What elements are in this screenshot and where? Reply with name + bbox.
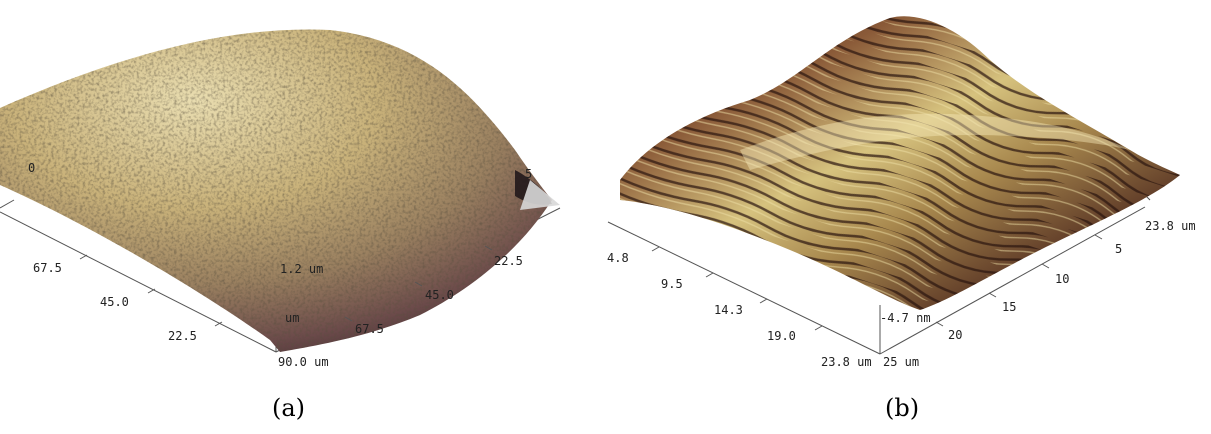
z-axis-tick: 1.2 um <box>280 262 323 276</box>
caption-a: (a) <box>272 394 306 422</box>
axis-tick: 22.5 <box>494 254 523 268</box>
afm-image-b: 4.8 9.5 14.3 19.0 23.8 um 5 10 15 20 25 … <box>590 0 1211 434</box>
axis-tick: 19.0 <box>767 329 796 343</box>
axis-tick: 22.5 <box>168 329 197 343</box>
axis-tick: 5 <box>1115 242 1122 256</box>
axis-tick: 23.8 um <box>1145 219 1196 233</box>
axis-tick-partial: 0 <box>28 161 35 175</box>
axis-tick: 15 <box>1002 300 1016 314</box>
axis-tick: 23.8 um <box>821 355 872 369</box>
caption-b: (b) <box>885 394 920 422</box>
axis-tick: 45.0 <box>100 295 129 309</box>
afm-surface-b: 4.8 9.5 14.3 19.0 23.8 um 5 10 15 20 25 … <box>607 16 1196 369</box>
axis-tick: 10 <box>1055 272 1069 286</box>
z-axis-tick: -4.7 nm <box>880 311 931 325</box>
axis-tick: 67.5 <box>33 261 62 275</box>
z-axis-tick: um <box>285 311 299 325</box>
axis-tick: 20 <box>948 328 962 342</box>
axis-tick: 90.0 um <box>278 355 329 369</box>
axis-tick-partial: 5 <box>525 167 532 181</box>
afm-image-a: 67.5 45.0 22.5 22.5 45.0 67.5 90.0 um 1.… <box>0 0 580 434</box>
axis-tick: 4.8 <box>607 251 629 265</box>
axis-tick: 45.0 <box>425 288 454 302</box>
axis-tick: 25 um <box>883 355 919 369</box>
axis-tick: 67.5 <box>355 322 384 336</box>
afm-surface-a: 67.5 45.0 22.5 22.5 45.0 67.5 90.0 um 1.… <box>0 29 561 369</box>
axis-tick: 9.5 <box>661 277 683 291</box>
axis-tick: 14.3 <box>714 303 743 317</box>
